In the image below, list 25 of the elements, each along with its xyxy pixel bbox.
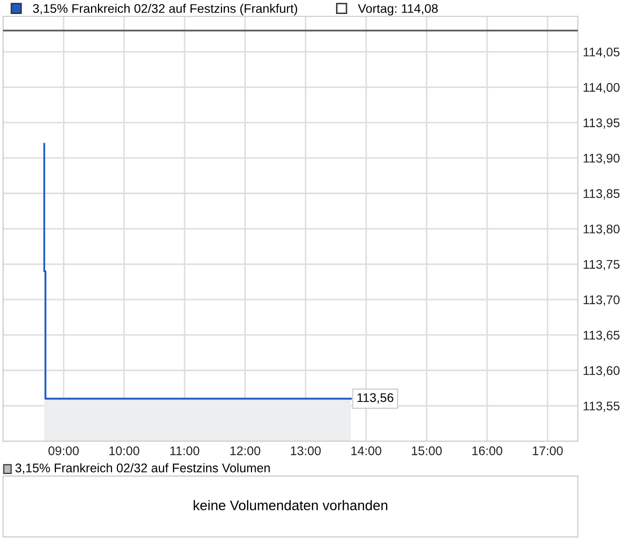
x-tick-label: 15:00 <box>412 446 442 456</box>
text: keine Volumendaten vorhanden <box>194 500 388 510</box>
x-tick-label: 13:00 <box>290 446 321 456</box>
y-tick-label: 113,85 <box>584 189 620 200</box>
y-tick-label: 113,95 <box>584 118 620 129</box>
y-tick-label: 113,55 <box>584 402 620 412</box>
y-tick-label: 113,70 <box>584 295 620 306</box>
x-tick-label: 11:00 <box>170 446 200 456</box>
x-tick-label: 14:00 <box>351 446 382 456</box>
x-tick-label: 09:00 <box>48 446 79 456</box>
x-tick-label: 12:00 <box>230 446 260 456</box>
y-tick-label: 113,90 <box>584 154 620 164</box>
x-tick-label: 16:00 <box>472 446 502 456</box>
y-tick-label: 114,05 <box>584 48 620 58</box>
y-tick-label: 113,80 <box>584 224 620 235</box>
text: 3,15% Frankreich 02/32 auf Festzins Volumen <box>15 463 270 474</box>
legend-label: 3,15% Frankreich 02/32 auf Festzins (Frankfurt) <box>32 4 298 16</box>
y-tick-label: 113,60 <box>584 366 620 376</box>
ref-line-label: Vortag: 114,08 <box>358 4 438 16</box>
x-tick-label: 10:00 <box>109 446 140 456</box>
data-label: 113,56 <box>357 393 394 404</box>
y-tick-label: 113,75 <box>584 260 620 270</box>
x-tick-label: 17:00 <box>532 446 563 456</box>
y-tick-label: 114,00 <box>584 82 620 94</box>
y-tick-label: 113,65 <box>584 330 620 342</box>
